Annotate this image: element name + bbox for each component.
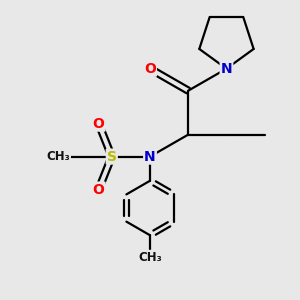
Text: CH₃: CH₃ (138, 251, 162, 264)
Text: S: S (107, 150, 117, 164)
Text: O: O (93, 117, 104, 130)
Text: O: O (93, 183, 104, 196)
Text: O: O (144, 62, 156, 76)
Text: CH₃: CH₃ (46, 150, 70, 163)
Text: N: N (144, 150, 156, 164)
Text: N: N (221, 62, 232, 76)
